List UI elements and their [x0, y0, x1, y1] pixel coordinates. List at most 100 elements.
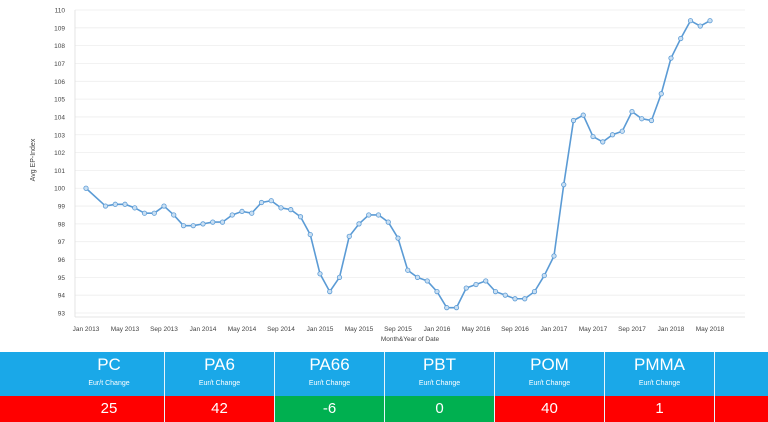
data-point	[385, 219, 391, 225]
data-point	[239, 208, 245, 215]
material-subtitle: Eur/t Change	[528, 380, 571, 387]
data-point	[483, 278, 489, 284]
y-tick-label: 95	[58, 275, 66, 282]
y-tick-label: 98	[58, 221, 66, 228]
x-tick-label: Jan 2016	[424, 326, 451, 333]
material-card-pmma: PMMA Eur/t Change 1	[604, 352, 714, 422]
y-tick-label: 96	[58, 257, 66, 264]
data-point	[697, 23, 703, 29]
data-point	[307, 231, 313, 238]
data-point	[707, 18, 713, 24]
material-name: PA66	[309, 355, 350, 374]
material-card-pa66: PA66 Eur/t Change -6	[274, 352, 384, 422]
change-value: 40	[495, 396, 604, 422]
data-point	[600, 139, 606, 145]
material-subtitle: Eur/t Change	[308, 380, 351, 387]
y-axis-title: Avg EP-Index	[30, 138, 37, 181]
data-point	[502, 292, 508, 298]
data-point	[112, 201, 118, 207]
y-tick-label: 109	[54, 25, 65, 32]
data-point	[366, 212, 372, 218]
data-point	[190, 223, 196, 229]
data-point	[258, 199, 265, 206]
data-point	[648, 117, 655, 124]
data-point	[453, 305, 460, 311]
x-tick-label: May 2016	[462, 326, 491, 333]
x-tick-label: Jan 2015	[307, 326, 334, 333]
data-point	[551, 253, 557, 259]
x-tick-label: May 2013	[111, 326, 140, 333]
y-tick-label: 103	[54, 132, 65, 139]
y-tick-label: 110	[55, 8, 66, 15]
x-tick-label: Sep 2017	[618, 326, 646, 333]
data-point	[122, 201, 128, 207]
data-point	[570, 117, 577, 124]
data-point	[414, 274, 421, 280]
y-tick-label: 97	[58, 239, 66, 246]
data-point	[317, 271, 323, 277]
data-point	[561, 182, 567, 188]
material-card-pc: PC Eur/t Change 25	[54, 352, 164, 422]
data-point	[210, 219, 216, 225]
data-point	[83, 185, 89, 191]
change-value: 42	[165, 396, 274, 422]
data-point	[658, 91, 664, 97]
y-axis-ticks: 93 94 95 96 97 98 99 100 101 102 103 104 105 106 107 10…	[54, 8, 65, 318]
y-tick-label: 108	[54, 43, 65, 50]
data-point	[687, 18, 694, 24]
x-tick-label: Sep 2016	[501, 326, 529, 333]
material-name: PBT	[422, 355, 457, 374]
data-point	[356, 221, 362, 227]
material-name: PC	[97, 355, 121, 374]
material-name: PMMA	[634, 355, 685, 374]
data-point	[492, 289, 499, 295]
data-point	[180, 223, 187, 229]
material-card-pbt: PBT Eur/t Change 0	[384, 352, 494, 422]
gridlines	[74, 9, 745, 318]
change-value: 0	[385, 396, 494, 422]
change-value: -6	[275, 396, 384, 422]
data-point	[327, 289, 333, 295]
x-tick-label: Jan 2018	[658, 326, 685, 333]
y-tick-label: 93	[58, 311, 66, 318]
material-subtitle: Eur/t Change	[638, 380, 681, 387]
data-point	[395, 235, 401, 241]
x-axis-title: Month&Year of Date	[381, 336, 440, 343]
data-point	[268, 198, 274, 204]
x-tick-label: Sep 2014	[267, 326, 295, 333]
data-point	[639, 116, 645, 122]
data-point	[200, 221, 206, 227]
line-chart: 93 94 95 96 97 98 99 100 101 102 103 104 105 106 107 10…	[30, 8, 745, 343]
data-point	[346, 233, 352, 239]
material-name: PA6	[204, 355, 235, 374]
change-value: 1	[605, 396, 714, 422]
x-tick-label: Jan 2013	[73, 326, 100, 333]
x-tick-label: Jan 2014	[190, 326, 217, 333]
data-point	[249, 210, 255, 216]
data-point	[375, 212, 382, 218]
x-tick-label: May 2014	[228, 326, 257, 333]
x-tick-label: Sep 2013	[150, 326, 178, 333]
x-tick-label: May 2017	[579, 326, 608, 333]
data-point	[473, 281, 479, 288]
divider	[714, 352, 715, 422]
data-point	[219, 219, 226, 225]
data-point	[336, 274, 343, 280]
material-name: POM	[530, 355, 569, 374]
data-point	[531, 289, 538, 295]
x-tick-label: May 2018	[696, 326, 725, 333]
data-point	[405, 267, 411, 273]
summary-panel: PC Eur/t Change 25 PA6 Eur/t Change 42 PA6…	[0, 352, 768, 422]
data-point	[151, 210, 157, 216]
data-point	[141, 210, 148, 216]
y-tick-label: 107	[54, 61, 65, 68]
data-point	[297, 214, 304, 220]
data-point	[580, 112, 586, 118]
material-subtitle: Eur/t Change	[198, 380, 241, 387]
data-point	[678, 35, 684, 42]
x-tick-label: Sep 2015	[384, 326, 412, 333]
y-tick-label: 101	[54, 168, 65, 175]
material-card-pa6: PA6 Eur/t Change 42	[164, 352, 274, 422]
data-point	[171, 212, 177, 218]
y-tick-label: 104	[54, 114, 65, 121]
